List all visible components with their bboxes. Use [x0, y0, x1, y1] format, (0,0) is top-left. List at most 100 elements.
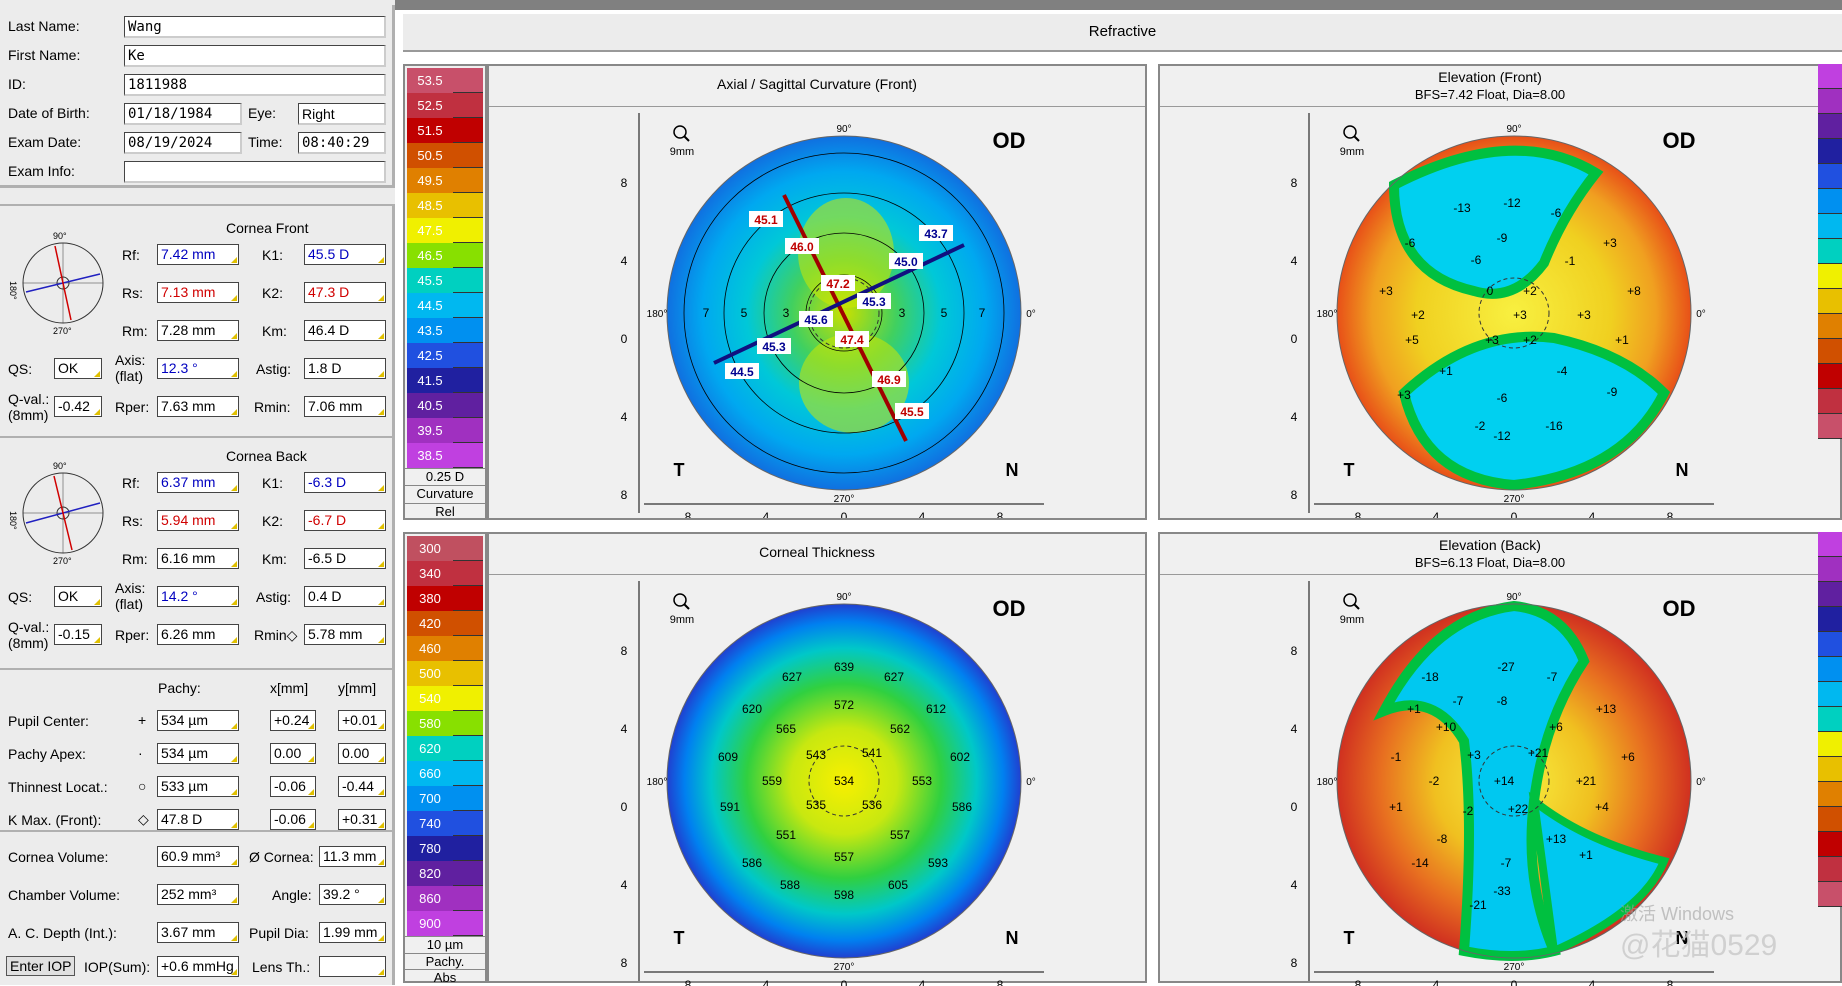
elevation-back-value: -8 — [1437, 832, 1448, 846]
scale-cell: 580 — [407, 711, 453, 736]
k1-label: K1: — [262, 247, 284, 263]
time-field[interactable]: 08:40:29 — [298, 132, 386, 154]
degree-right-label: 0° — [1026, 309, 1036, 320]
elevation-back-value: -14 — [1411, 856, 1429, 870]
ring-label: 5 — [941, 306, 948, 320]
elevation-back-panel[interactable]: Elevation (Back) BFS=6.13 Float, Dia=8.0… — [1158, 532, 1842, 986]
cornea-outline — [666, 603, 1022, 959]
elevation-front-value: -4 — [1557, 364, 1568, 378]
curvature-type[interactable]: Curvature — [405, 485, 485, 501]
scale-cell: 44.5 — [407, 293, 453, 318]
axial-value-label: 47.4 — [840, 333, 864, 347]
dial-left-label: 180° — [8, 281, 18, 300]
elevation-back-value: +21 — [1528, 746, 1549, 760]
elevation-back-value: -2 — [1429, 774, 1440, 788]
thickness-value: 553 — [912, 774, 932, 788]
pachy-row-x: -0.06 — [270, 809, 316, 830]
scale-cell: 300 — [407, 536, 453, 561]
scale-swatch — [453, 318, 483, 343]
elevation-front-panel[interactable]: Elevation (Front) BFS=7.42 Float, Dia=8.… — [1158, 64, 1842, 520]
degree-top-label: 90° — [1506, 592, 1521, 603]
cornea-front-section: Cornea Front 90° 180° 270° Rf: 7.42 mm K… — [0, 204, 395, 436]
scale-swatch — [453, 368, 483, 393]
x-tick-label: 4 — [763, 510, 770, 518]
ring-label: 3 — [783, 306, 790, 320]
qval-sub-label: (8mm) — [8, 635, 49, 651]
scale-cell: 620 — [407, 736, 453, 761]
degree-top-label: 90° — [836, 124, 851, 135]
y-tick-label: 4 — [621, 410, 628, 424]
axial-label-bg — [919, 225, 953, 241]
display-title: Refractive — [403, 14, 1842, 52]
elevation-back-canvas[interactable]: 8 4 0 4 8 8 4 0 4 8 90° 270° 0° 180° OD T N 9mm -27 -18 -7 -7… — [1160, 576, 1820, 986]
thickness-value: 586 — [742, 856, 762, 870]
nasal-label: N — [1676, 928, 1689, 948]
elevation-front-value: -9 — [1497, 231, 1508, 245]
pupil-circle — [1478, 745, 1550, 817]
back-depression — [1373, 600, 1590, 961]
scale-cell — [1818, 757, 1842, 782]
od-label: OD — [993, 128, 1026, 153]
zoom-icon-handle — [683, 603, 690, 610]
elevation-back-value: -2 — [1463, 804, 1474, 818]
exam-info-field[interactable] — [124, 161, 386, 183]
scale-cell — [1818, 632, 1842, 657]
rf-label: Rf: — [122, 475, 140, 491]
k2-label: K2: — [262, 513, 284, 529]
thickness-map-canvas[interactable]: 8 4 0 4 8 8 4 0 4 8 90° 270° 0° 180° OD T N 9mm 639 627 627 6… — [489, 576, 1145, 986]
elevation-front-canvas[interactable]: 8 4 0 4 8 8 4 0 4 8 90° 270° 0° 180° OD T N 9mm -13 -12 -6 -6… — [1160, 108, 1820, 518]
x-tick-label: 4 — [1433, 978, 1440, 986]
degree-bottom-label: 270° — [1504, 962, 1525, 973]
axial-map-canvas[interactable]: 8 4 0 4 8 8 4 0 4 8 90° 270° 0° 180° OD T N 9mm 45.1 46.0 47… — [489, 108, 1145, 518]
pachy-type[interactable]: Pachy. — [405, 953, 485, 969]
scale-cell — [1818, 214, 1842, 239]
dob-field[interactable]: 01/18/1984 — [124, 103, 242, 125]
elevation-back-value: +13 — [1546, 832, 1567, 846]
elevation-front-value: +8 — [1627, 284, 1641, 298]
scale-swatch — [453, 611, 483, 636]
degree-left-label: 180° — [647, 309, 668, 320]
elevation-back-title: Elevation (Back) — [1439, 537, 1541, 553]
rf-value: 6.37 mm — [157, 472, 239, 493]
eye-field[interactable]: Right — [298, 103, 386, 125]
thickness-map-panel[interactable]: Corneal Thickness 8 4 0 4 8 8 4 0 4 8 90° 270° 0° 180… — [487, 532, 1147, 986]
cornea-volume-value: 60.9 mm³ — [157, 846, 239, 867]
first-name-field[interactable]: Ke — [124, 45, 386, 67]
elevation-back-value: +1 — [1389, 800, 1403, 814]
scale-swatch — [453, 93, 483, 118]
scale-cell: 42.5 — [407, 343, 453, 368]
exam-date-field[interactable]: 08/19/2024 — [124, 132, 242, 154]
x-tick-label: 8 — [685, 510, 692, 518]
elevation-back-value: +13 — [1596, 702, 1617, 716]
id-field[interactable]: 1811988 — [124, 74, 386, 96]
y-tick-label: 4 — [1291, 410, 1298, 424]
scale-swatch — [453, 118, 483, 143]
qs-label: QS: — [8, 589, 33, 605]
elevation-front-subtitle: BFS=7.42 Float, Dia=8.00 — [1414, 87, 1566, 102]
x-header: x[mm] — [270, 680, 309, 696]
qval-value: -0.42 — [54, 396, 102, 417]
axial-label-bg — [757, 338, 791, 354]
axis-label: Axis: — [115, 580, 146, 596]
pachy-row-x: -0.06 — [270, 776, 316, 797]
elevation-back-value: +10 — [1436, 720, 1457, 734]
lens-th-label: Lens Th.: — [252, 959, 311, 975]
rmin-label: Rmin: — [254, 399, 291, 415]
thickness-value: 598 — [834, 888, 854, 902]
enter-iop-button[interactable]: Enter IOP — [6, 956, 76, 976]
thickness-value: 572 — [834, 698, 854, 712]
scale-swatch — [453, 636, 483, 661]
elevation-back-value: -7 — [1501, 856, 1512, 870]
scale-cell: 43.5 — [407, 318, 453, 343]
km-label: Km: — [262, 323, 287, 339]
pachy-mode[interactable]: Abs — [405, 969, 485, 985]
elevation-front-value: -6 — [1405, 236, 1416, 250]
rf-label: Rf: — [122, 247, 140, 263]
dial-top-label: 90° — [53, 231, 67, 241]
rper-label: Rper: — [115, 399, 150, 415]
elevation-back-value: +1 — [1407, 702, 1421, 716]
curvature-mode[interactable]: Rel — [405, 503, 485, 519]
dial-top-label: 90° — [53, 461, 67, 471]
last-name-field[interactable]: Wang — [124, 16, 386, 38]
